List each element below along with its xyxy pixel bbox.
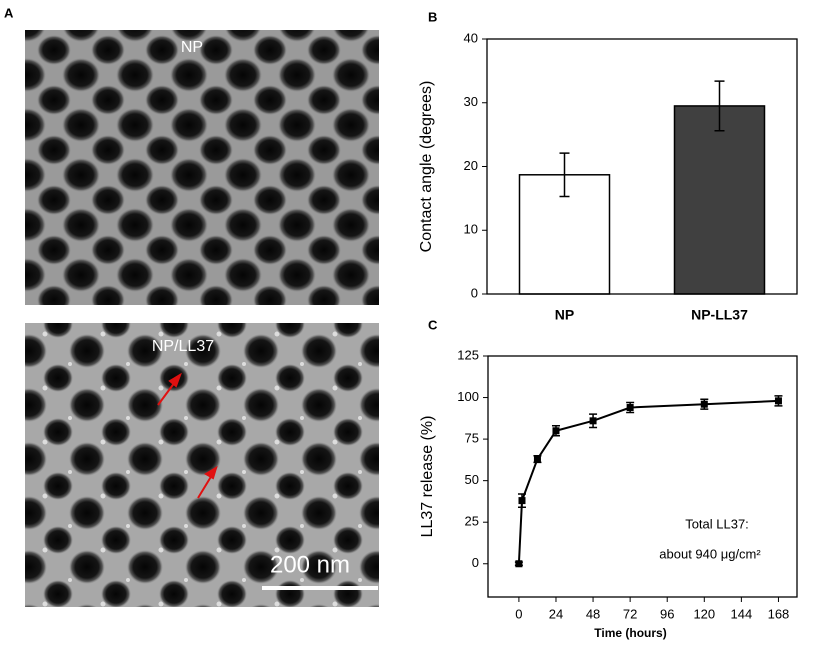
y-tick-label: 20: [464, 158, 478, 173]
error-bar: [559, 152, 570, 198]
y-tick-label: 0: [471, 285, 478, 300]
y-tick-label: 30: [464, 94, 478, 109]
y-tick-label: 50: [465, 472, 479, 487]
y-tick-label: 10: [464, 222, 478, 237]
marker: [626, 404, 634, 412]
x-tick-label: 0: [515, 606, 522, 621]
y-axis-label: Contact angle (degrees): [418, 81, 435, 253]
sem-image: [25, 30, 379, 305]
marker: [515, 560, 523, 568]
marker: [533, 455, 541, 463]
x-axis-label: Time (hours): [594, 626, 666, 640]
arrow: [157, 372, 218, 499]
plot-frame: [486, 38, 798, 295]
bar: [673, 105, 766, 295]
error-bar: [714, 80, 725, 132]
y-tick-label: 75: [465, 431, 479, 446]
x-tick-label: 48: [586, 606, 600, 621]
image-label: NP: [181, 39, 203, 56]
x-tick-label: 168: [768, 606, 790, 621]
panel-label: C: [428, 317, 438, 332]
annotation: Total LL37:: [685, 516, 749, 531]
x-tick-label: 96: [660, 606, 674, 621]
x-tick-label: 72: [623, 606, 637, 621]
x-tick-label: 24: [549, 606, 563, 621]
marker: [589, 417, 597, 425]
y-tick-label: 0: [472, 555, 479, 570]
x-tick-label: NP: [555, 307, 574, 323]
y-tick-label: 100: [457, 389, 479, 404]
panel-label: A: [4, 5, 14, 20]
y-tick-label: 125: [457, 347, 479, 362]
plot-frame: [487, 355, 798, 598]
x-tick-label: NP-LL37: [691, 307, 748, 323]
scale-bar-label: 200 nm: [270, 551, 350, 578]
marker: [518, 497, 526, 505]
marker: [700, 400, 708, 408]
marker: [774, 397, 782, 405]
image-label: NP/LL37: [152, 338, 214, 355]
sem-image: [25, 323, 379, 607]
panel-label: B: [428, 9, 437, 24]
y-axis-label: LL37 release (%): [419, 416, 436, 538]
y-tick-label: 25: [465, 514, 479, 529]
y-tick-label: 40: [464, 30, 478, 45]
x-tick-label: 120: [693, 606, 715, 621]
x-tick-label: 144: [731, 606, 753, 621]
marker: [552, 427, 560, 435]
annotation: about 940 μg/cm²: [659, 546, 761, 561]
